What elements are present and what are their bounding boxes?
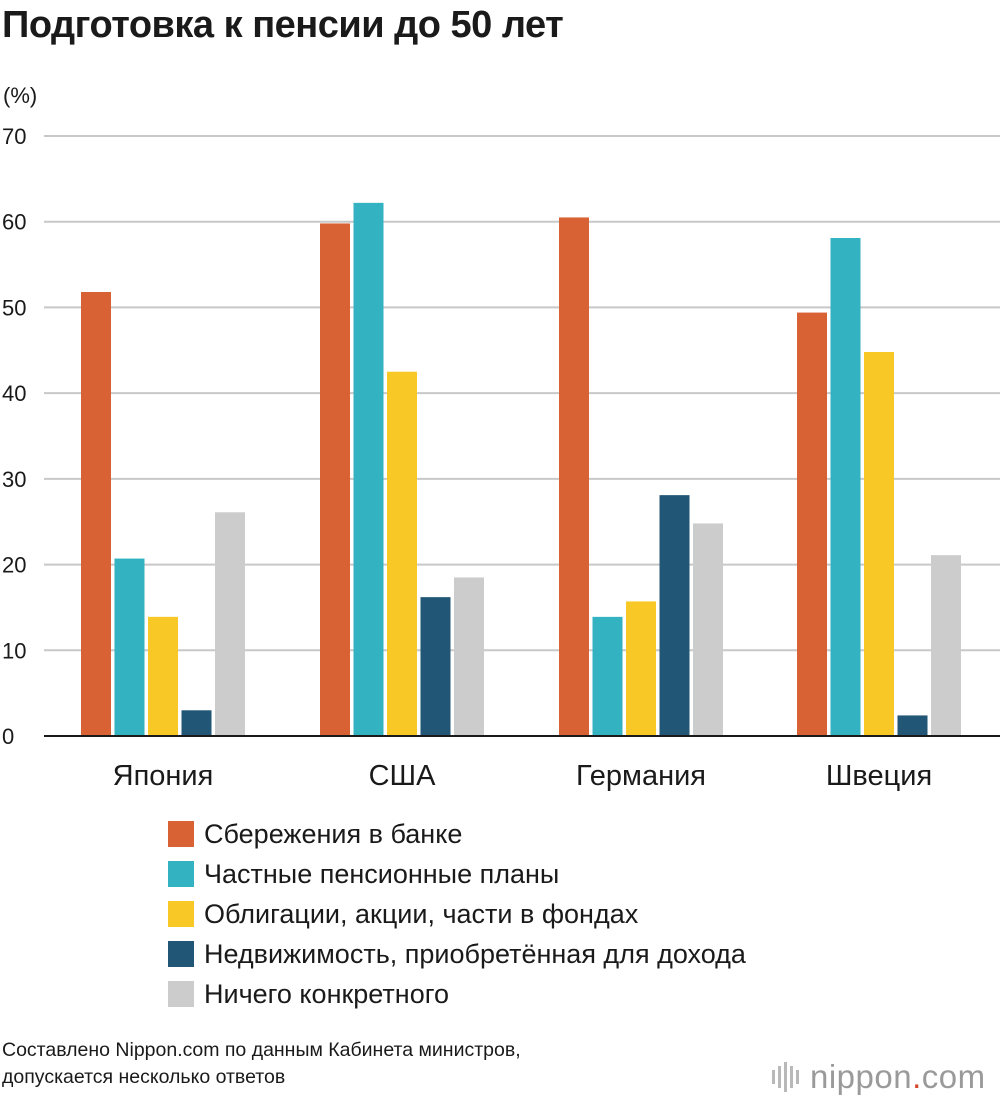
x-category-label: Германия (576, 760, 706, 792)
source-line-2: допускается несколько ответов (2, 1066, 286, 1088)
legend-label-private-pension: Частные пенсионные планы (204, 858, 560, 889)
nippon-logo: nippon.com (772, 1058, 986, 1096)
legend-item-nothing: Ничего конкретного (168, 974, 746, 1014)
x-category-label: Япония (113, 760, 214, 792)
bar (559, 217, 589, 736)
legend-swatch-bonds-stocks (168, 901, 194, 927)
bar (387, 371, 417, 736)
legend-swatch-bank (168, 821, 194, 847)
bar (693, 523, 723, 736)
bar (931, 555, 961, 736)
y-tick-label: 30 (2, 467, 26, 492)
y-tick-label: 10 (2, 638, 26, 663)
bar (353, 202, 384, 736)
bar (626, 601, 656, 736)
bar (797, 312, 827, 736)
bar (659, 495, 690, 736)
source-line-1: Составлено Nippon.com по данным Кабинета… (2, 1039, 521, 1061)
bar (215, 512, 245, 736)
x-category-label: США (369, 760, 437, 792)
bar (181, 710, 212, 736)
legend-label-bonds-stocks: Облигации, акции, части в фондах (204, 898, 639, 929)
logo-bars-icon (772, 1062, 802, 1092)
bar-chart: 0 10 20 30 40 50 60 70 Япония США Германия Швеция (2, 124, 1000, 792)
legend-item-private-pension: Частные пенсионные планы (168, 854, 746, 894)
legend-label-nothing: Ничего конкретного (204, 978, 449, 1009)
y-tick-label: 20 (2, 553, 26, 578)
bar (320, 223, 350, 736)
y-tick-label: 70 (2, 124, 26, 149)
bar (114, 558, 145, 736)
legend-swatch-nothing (168, 981, 194, 1007)
bar (81, 292, 111, 736)
bar (864, 352, 894, 736)
legend-swatch-private-pension (168, 861, 194, 887)
source-note: Составлено Nippon.com по данным Кабинета… (2, 1037, 521, 1091)
bar (830, 238, 861, 736)
bar (897, 715, 928, 736)
logo-wordmark: nippon.com (810, 1058, 986, 1095)
y-tick-label: 40 (2, 381, 26, 406)
y-axis-unit-label: (%) (3, 83, 38, 108)
legend-label-real-estate: Недвижимость, приобретённая для дохода (204, 938, 746, 969)
legend-label-bank: Сбережения в банке (204, 818, 463, 849)
legend-item-bonds-stocks: Облигации, акции, части в фондах (168, 894, 746, 934)
chart-legend: Сбережения в банке Частные пенсионные пл… (168, 814, 746, 1014)
legend-item-bank: Сбережения в банке (168, 814, 746, 854)
x-category-label: Швеция (826, 760, 932, 792)
legend-item-real-estate: Недвижимость, приобретённая для дохода (168, 934, 746, 974)
chart-title: Подготовка к пенсии до 50 лет (2, 4, 564, 46)
bar (454, 577, 484, 736)
legend-swatch-real-estate (168, 941, 194, 967)
y-tick-label: 50 (2, 295, 26, 320)
bar (148, 616, 178, 736)
bar (420, 597, 451, 736)
bar (592, 616, 623, 736)
y-tick-label: 60 (2, 210, 26, 235)
y-tick-label: 0 (2, 724, 14, 749)
